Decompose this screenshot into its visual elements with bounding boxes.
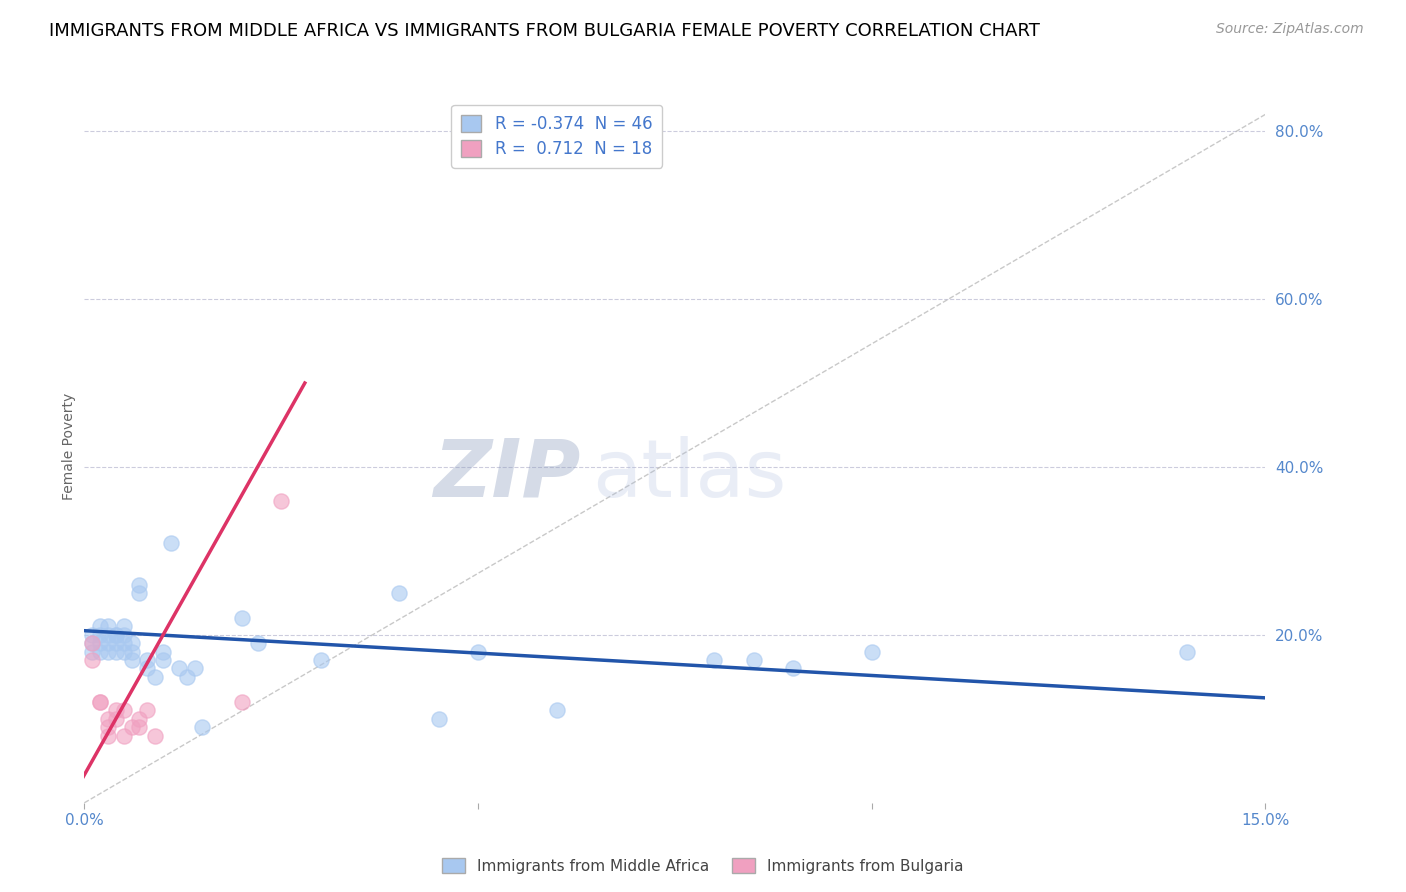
Point	[97, 712, 120, 726]
Point	[104, 712, 127, 726]
Point	[183, 661, 205, 675]
Point	[112, 703, 135, 717]
Point	[152, 653, 174, 667]
Point	[388, 586, 411, 600]
Point	[467, 645, 489, 659]
Text: ZIP: ZIP	[433, 435, 581, 514]
Point	[167, 661, 190, 675]
Point	[782, 661, 804, 675]
Point	[160, 535, 183, 549]
Y-axis label: Female Poverty: Female Poverty	[62, 392, 76, 500]
Point	[546, 703, 568, 717]
Point	[104, 636, 127, 650]
Point	[97, 636, 120, 650]
Point	[82, 645, 104, 659]
Point	[152, 645, 174, 659]
Point	[246, 636, 269, 650]
Point	[121, 636, 143, 650]
Point	[112, 619, 135, 633]
Point	[703, 653, 725, 667]
Point	[82, 636, 104, 650]
Point	[104, 628, 127, 642]
Point	[121, 720, 143, 734]
Point	[89, 636, 111, 650]
Point	[136, 661, 159, 675]
Point	[89, 695, 111, 709]
Point	[1175, 645, 1198, 659]
Point	[860, 645, 883, 659]
Point	[89, 695, 111, 709]
Point	[97, 628, 120, 642]
Point	[231, 611, 253, 625]
Point	[104, 703, 127, 717]
Point	[104, 628, 127, 642]
Point	[128, 586, 150, 600]
Point	[128, 712, 150, 726]
Legend: R = -0.374  N = 46, R =  0.712  N = 18: R = -0.374 N = 46, R = 0.712 N = 18	[451, 104, 662, 168]
Point	[82, 628, 104, 642]
Point	[231, 695, 253, 709]
Point	[128, 577, 150, 591]
Point	[136, 703, 159, 717]
Text: atlas: atlas	[592, 435, 786, 514]
Point	[176, 670, 198, 684]
Point	[89, 619, 111, 633]
Point	[128, 720, 150, 734]
Point	[97, 619, 120, 633]
Point	[270, 493, 292, 508]
Point	[89, 628, 111, 642]
Legend: Immigrants from Middle Africa, Immigrants from Bulgaria: Immigrants from Middle Africa, Immigrant…	[436, 852, 970, 880]
Point	[136, 653, 159, 667]
Point	[104, 645, 127, 659]
Point	[121, 653, 143, 667]
Point	[143, 729, 166, 743]
Point	[427, 712, 450, 726]
Point	[742, 653, 765, 667]
Point	[97, 729, 120, 743]
Point	[191, 720, 214, 734]
Point	[112, 636, 135, 650]
Point	[309, 653, 332, 667]
Point	[82, 636, 104, 650]
Text: Source: ZipAtlas.com: Source: ZipAtlas.com	[1216, 22, 1364, 37]
Point	[112, 628, 135, 642]
Point	[89, 645, 111, 659]
Point	[112, 729, 135, 743]
Text: IMMIGRANTS FROM MIDDLE AFRICA VS IMMIGRANTS FROM BULGARIA FEMALE POVERTY CORRELA: IMMIGRANTS FROM MIDDLE AFRICA VS IMMIGRA…	[49, 22, 1040, 40]
Point	[112, 645, 135, 659]
Point	[82, 653, 104, 667]
Point	[97, 720, 120, 734]
Point	[97, 645, 120, 659]
Point	[143, 670, 166, 684]
Point	[121, 645, 143, 659]
